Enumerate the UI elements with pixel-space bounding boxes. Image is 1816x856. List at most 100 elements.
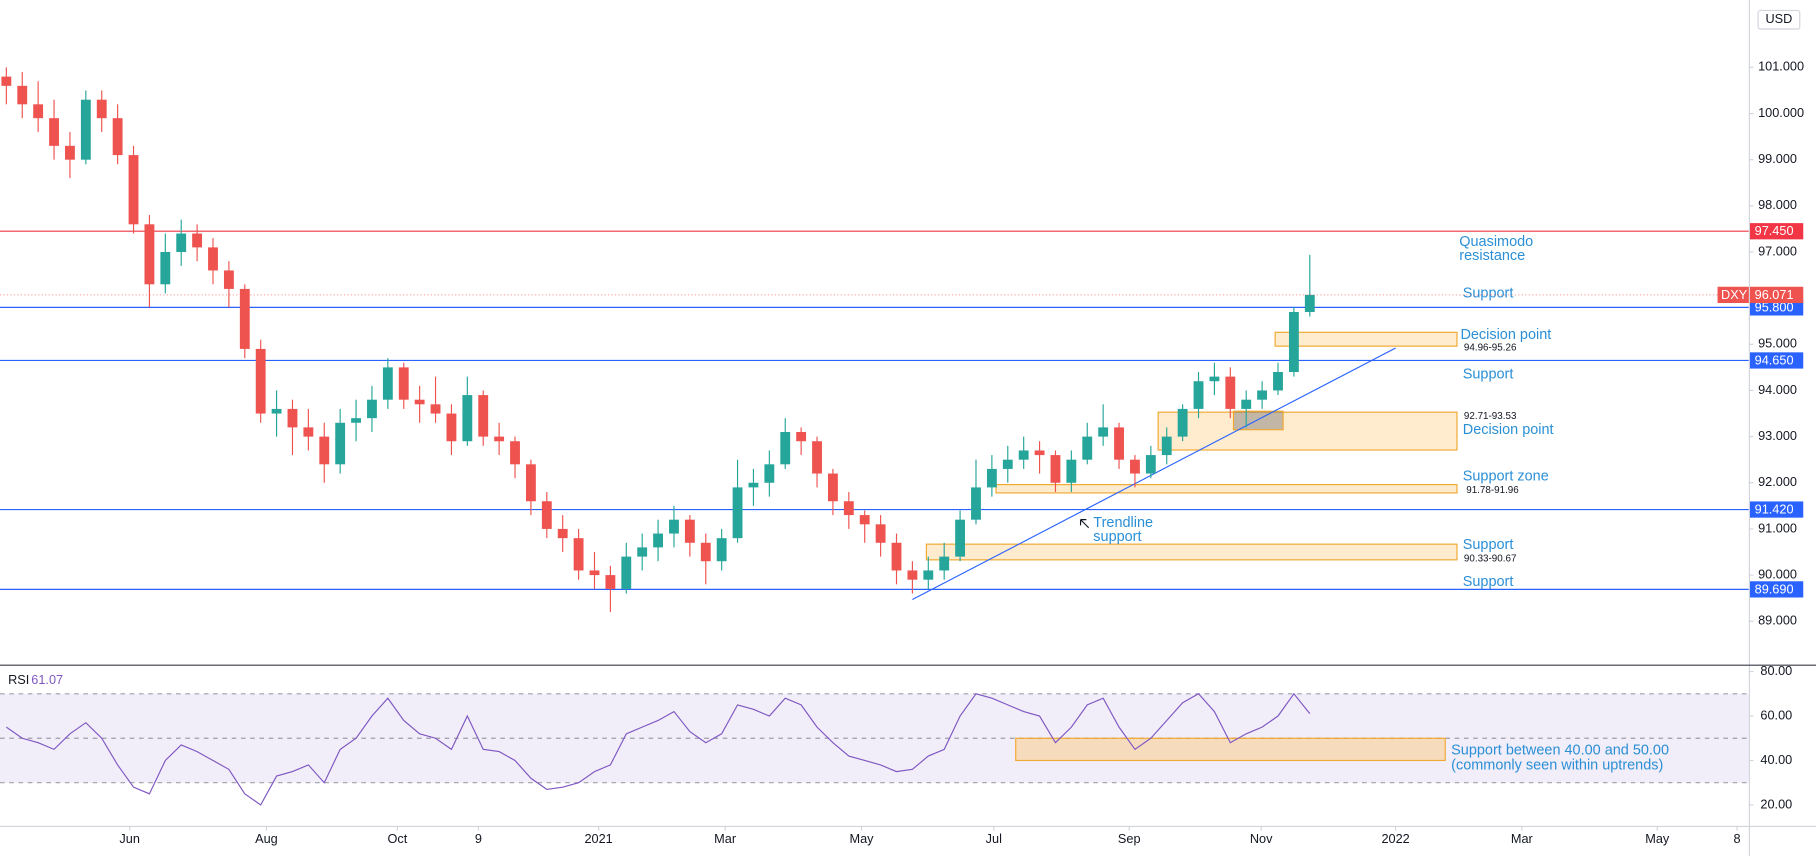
candle-body [653,533,664,548]
y-tick-label: 94.000 [1758,382,1797,397]
candle-body [335,422,346,465]
x-tick-label: Mar [1511,831,1534,846]
indicator-name: RSI [8,672,29,687]
level-tag [1749,501,1804,518]
y-tick-label: 99.000 [1758,151,1797,166]
candle-body [557,528,568,539]
y-tick-label: 101.000 [1758,59,1804,74]
candle-body [780,432,791,465]
candle-body [462,395,473,442]
candle-body [382,367,393,400]
candle-body [907,570,918,580]
candle-body [1082,436,1093,460]
currency-box[interactable] [1757,9,1801,30]
candle-body [1209,376,1220,382]
level-tag [1749,299,1804,316]
candle-body [17,85,28,105]
candle-body [1,76,12,86]
y-tick-label: 89.000 [1758,613,1797,628]
candle-body [986,468,997,488]
rsi-y-tick-label: 60.00 [1760,707,1792,722]
level-label: 95.800 [1755,299,1794,314]
candle-body [414,399,425,405]
candle-body [1177,408,1188,437]
zone-label: 90.33-90.67 [1464,554,1517,565]
annotation: support [1093,529,1141,545]
indicator-value: 61.07 [31,672,63,687]
arrow [1079,519,1090,529]
candle-body [1098,427,1109,437]
level-label: 97.450 [1755,223,1794,238]
candle-body [446,413,457,442]
y-tick-label: 100.000 [1758,105,1804,120]
annotation: Trendline [1093,515,1153,531]
zone [925,543,1458,561]
candle-body [939,556,950,571]
candle-body [875,524,886,543]
rsi-y-tick-label: 40.00 [1760,752,1792,767]
candle-body [732,487,743,539]
candle-body [1304,294,1315,313]
front-layer: USD Quasimodo resistance Support Decisio… [0,9,1804,773]
candle-body [287,408,298,428]
candle-body [1114,427,1124,460]
trendline [912,347,1396,601]
x-tick-label: Jun [119,831,140,846]
candle-body [971,487,981,520]
zone-label: 91.78-91.96 [1466,485,1519,496]
candle-body [510,441,520,465]
candle-body [669,519,679,534]
candle-body [827,473,838,502]
rsi-y-tick-label: 80.00 [1760,663,1792,678]
candle-body [367,399,377,419]
x-tick-label: 2021 [584,831,612,846]
candle-body [1050,455,1061,483]
symbol-tag [1717,286,1749,303]
candle-body [605,575,616,589]
y-tick-label: 92.000 [1758,474,1797,489]
x-tick-label: Jul [986,831,1002,846]
x-tick-label: Sep [1118,831,1141,846]
candle-body [621,556,632,589]
candle-body [65,145,75,160]
candle-body [923,570,934,580]
annotation: (commonly seen within uptrends) [1451,757,1663,773]
rsi-line [6,692,1311,806]
symbol-label: DXY [1721,287,1748,302]
candle-body [541,501,552,529]
candle-body [1018,450,1029,460]
candle-body [589,570,600,576]
candle-body [160,252,171,285]
zone [995,484,1458,494]
candle-body [49,118,59,146]
candle-body [1193,381,1204,409]
zone-label: 92.71-93.53 [1464,411,1517,422]
candle-body [843,501,854,516]
x-tick-label: Oct [387,831,407,846]
candle-body [478,395,489,437]
candle-body [255,348,266,414]
zone-label: 94.96-95.26 [1464,343,1517,354]
last-price-label: 96.071 [1755,287,1794,302]
zone [1157,411,1458,451]
currency[interactable]: USD [1766,11,1793,26]
y-tick-label: 93.000 [1758,428,1797,443]
marks-layer [1,67,1315,806]
y-tick-label: 90.000 [1758,566,1797,581]
annotation: Support [1463,537,1514,553]
candle-body [80,99,91,160]
candle-body [796,432,807,442]
annotation: Support [1463,285,1514,301]
level-tag [1749,352,1804,369]
x-tick-label: 8 [1734,831,1741,846]
y-tick-label: 95.000 [1758,336,1797,351]
candle-body [223,270,234,289]
x-tick-label: 9 [475,831,482,846]
y-tick-label: 98.000 [1758,197,1797,212]
level-label: 94.650 [1755,352,1794,367]
x-tick-label: 2022 [1381,831,1409,846]
candle-body [1161,436,1172,456]
candle-body [303,427,314,437]
